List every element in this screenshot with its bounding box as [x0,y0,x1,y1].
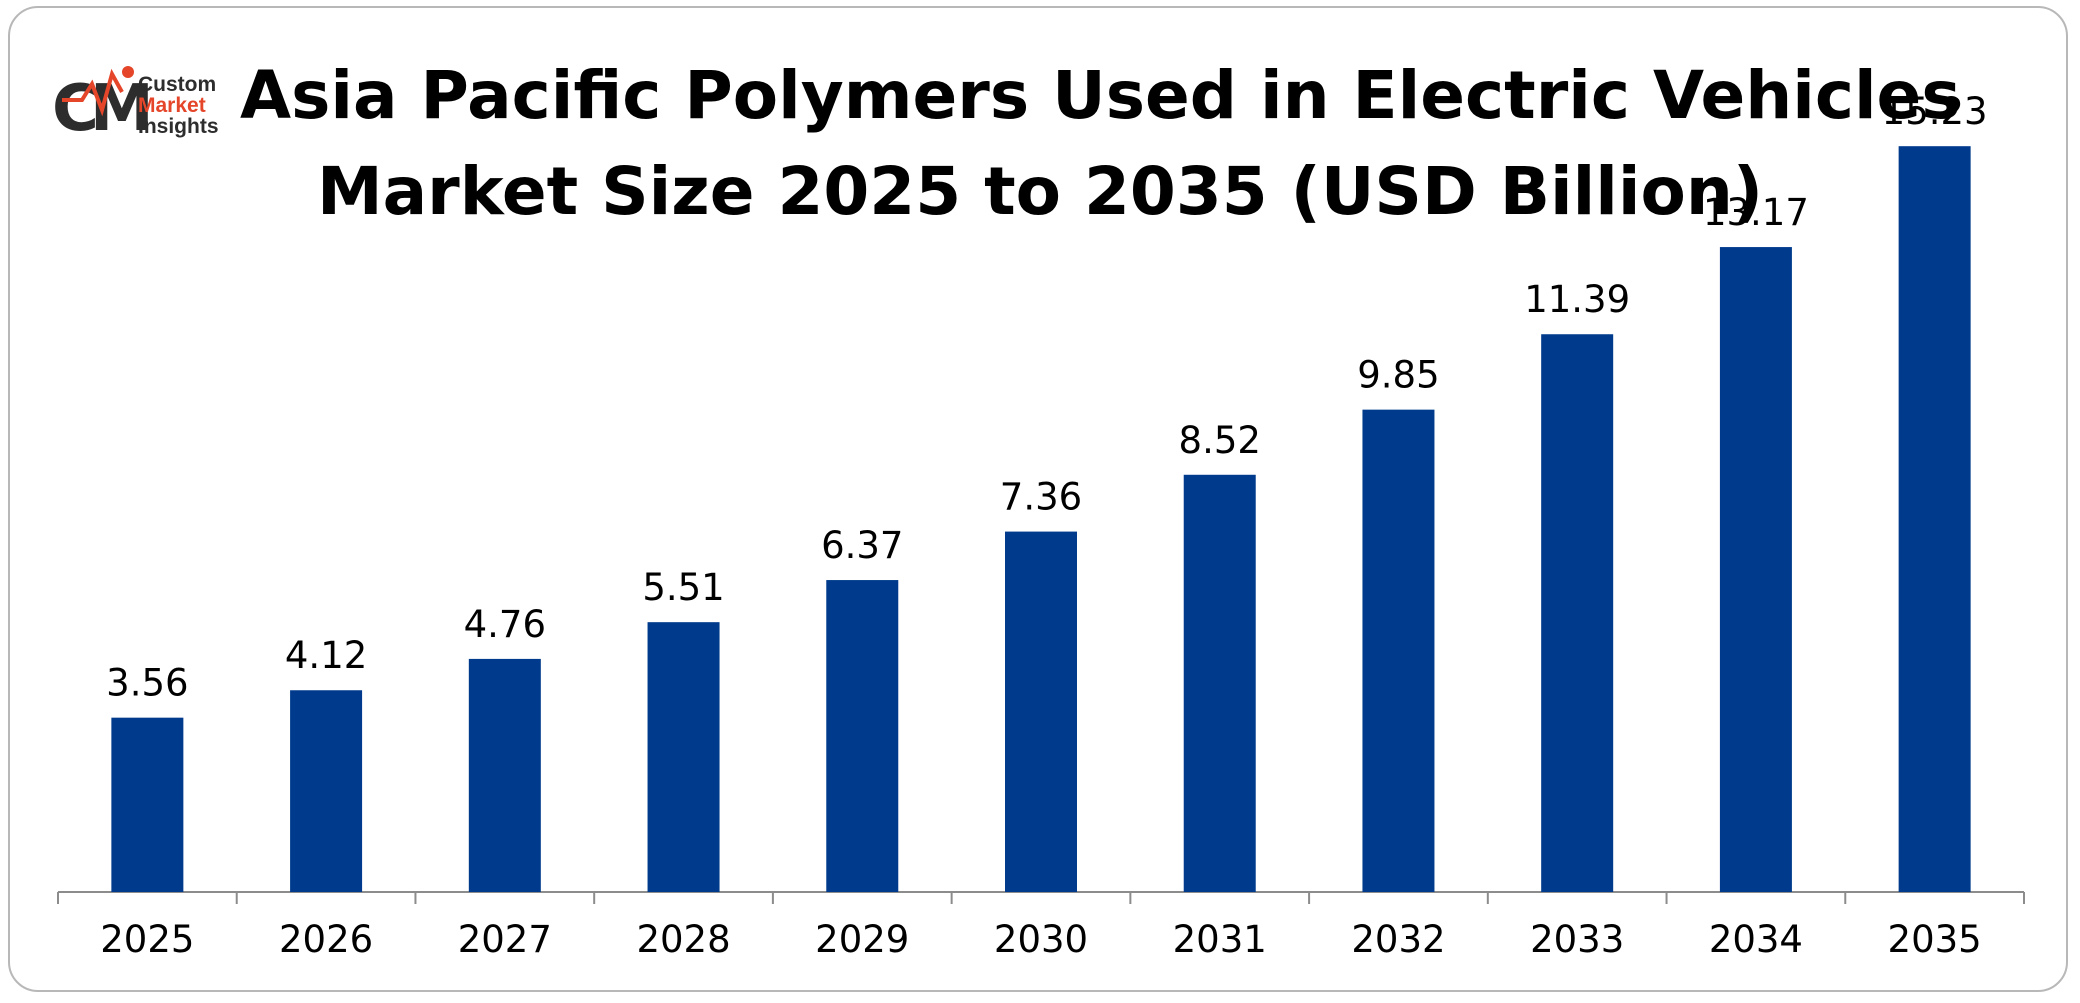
x-tick-label-2034: 2034 [1709,918,1803,961]
logo-line-2: Market [138,94,206,117]
data-label-2034: 13.17 [1703,191,1809,234]
bar-2032 [1362,409,1435,892]
logo-line-3: Insights [138,115,219,138]
x-tick-label-2030: 2030 [994,918,1088,961]
x-tick-label-2035: 2035 [1888,918,1982,961]
company-logo-icon: C M [52,66,154,142]
data-label-2030: 7.36 [1000,476,1082,519]
x-tick-label-2032: 2032 [1351,918,1445,961]
data-label-2028: 5.51 [642,566,724,609]
x-tick-label-2028: 2028 [636,918,730,961]
data-label-2035: 15.23 [1882,90,1988,133]
bar-2033 [1541,334,1614,892]
bar-2031 [1183,474,1256,892]
bar-2025 [111,717,184,892]
bar-2029 [826,580,899,892]
data-label-2033: 11.39 [1524,278,1630,321]
logo-line-1: Custom [138,73,217,96]
x-tick-label-2025: 2025 [100,918,194,961]
bar-2028 [647,622,720,892]
data-label-2025: 3.56 [106,662,188,705]
chart-title: Asia Pacific Polymers Used in Electric V… [240,48,1961,240]
bar-2026 [290,690,363,892]
data-label-2031: 8.52 [1179,419,1261,462]
x-tick-label-2033: 2033 [1530,918,1624,961]
x-tick-label-2027: 2027 [458,918,552,961]
x-tick-label-2031: 2031 [1173,918,1267,961]
bar-2030 [1005,531,1077,892]
bar-2035 [1898,146,1971,893]
data-label-2029: 6.37 [821,524,903,567]
data-label-2027: 4.76 [464,603,546,646]
x-tick-label-2029: 2029 [815,918,909,961]
data-label-2032: 9.85 [1357,354,1439,397]
bar-2027 [468,658,541,892]
x-tick-label-2026: 2026 [279,918,373,961]
data-label-2026: 4.12 [285,634,367,677]
bar-2034 [1719,247,1792,893]
chart-title-line-1: Asia Pacific Polymers Used in Electric V… [240,57,1961,134]
logo-wordmark: Custom Market Insights [138,74,219,137]
chart-title-line-2: Market Size 2025 to 2035 (USD Billion) [316,153,1764,230]
